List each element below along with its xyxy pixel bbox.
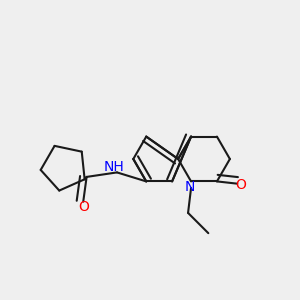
Text: NH: NH: [103, 160, 124, 174]
Text: O: O: [236, 178, 246, 192]
Text: N: N: [184, 180, 195, 194]
Text: O: O: [78, 200, 89, 214]
